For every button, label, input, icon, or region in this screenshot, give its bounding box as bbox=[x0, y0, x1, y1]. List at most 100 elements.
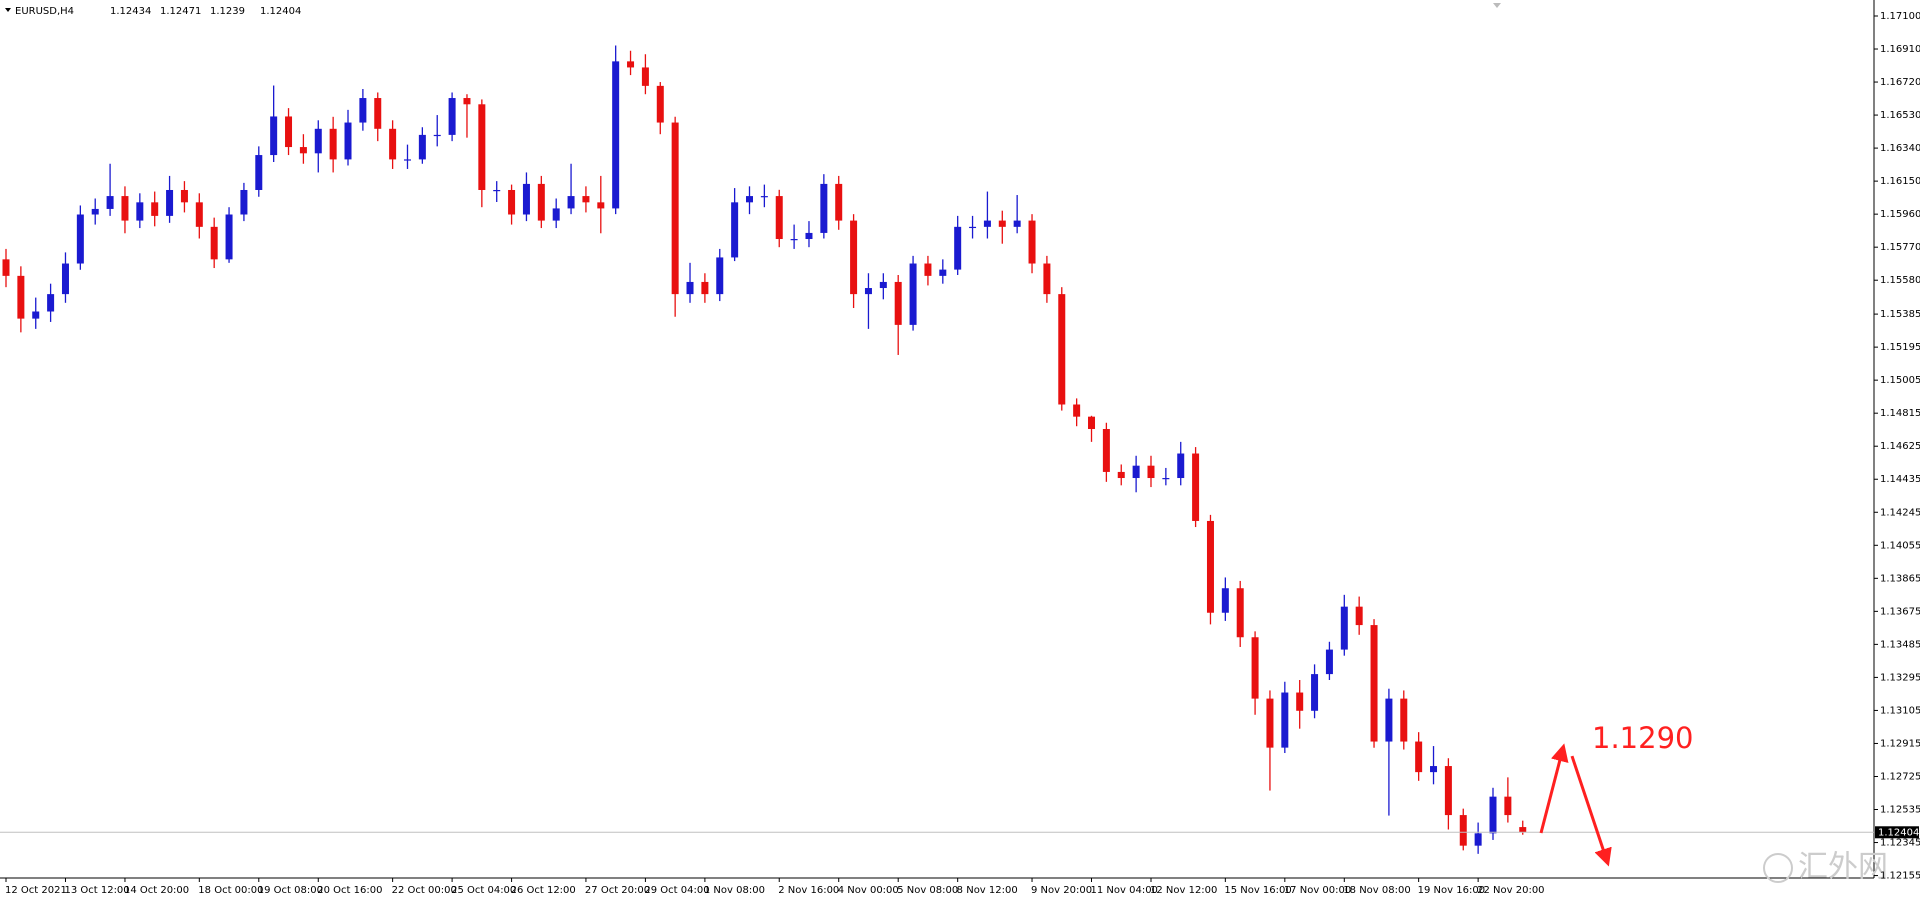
candle-body bbox=[909, 263, 917, 325]
candle-body bbox=[537, 183, 545, 221]
candle-body bbox=[1474, 833, 1482, 846]
candle-body bbox=[166, 189, 174, 216]
y-tick-label: 1.13485 bbox=[1880, 639, 1920, 650]
candle-body bbox=[403, 159, 411, 161]
candle-body bbox=[879, 281, 887, 289]
candle-body bbox=[1281, 692, 1289, 748]
candle-body bbox=[17, 275, 25, 319]
y-tick-label: 1.14435 bbox=[1880, 474, 1920, 485]
candle-body bbox=[106, 196, 114, 209]
candle-body bbox=[1132, 465, 1140, 479]
y-tick-label: 1.17100 bbox=[1880, 11, 1920, 22]
candle-body bbox=[1192, 453, 1200, 521]
y-tick-label: 1.15770 bbox=[1880, 242, 1920, 253]
candle-body bbox=[225, 214, 233, 260]
candle-body bbox=[314, 128, 322, 154]
y-tick-label: 1.16150 bbox=[1880, 176, 1920, 187]
candle-body bbox=[701, 281, 709, 295]
candle-body bbox=[612, 61, 620, 209]
candle-body bbox=[1296, 692, 1304, 711]
y-tick-label: 1.16340 bbox=[1880, 143, 1920, 154]
candle-body bbox=[180, 189, 188, 203]
candle-body bbox=[864, 288, 872, 295]
candle-body bbox=[1058, 294, 1066, 405]
candle-body bbox=[1117, 471, 1125, 479]
candle-body bbox=[716, 257, 724, 295]
annotation-arrow-up bbox=[1539, 743, 1569, 834]
scroll-marker bbox=[1493, 3, 1501, 8]
y-tick-label: 1.15005 bbox=[1880, 375, 1920, 386]
symbol: EURUSD,H4 bbox=[15, 6, 74, 17]
candle-body bbox=[1102, 429, 1110, 472]
x-tick-label: 26 Oct 12:00 bbox=[511, 885, 576, 896]
candle-body bbox=[686, 281, 694, 295]
candle-body bbox=[1043, 263, 1051, 295]
y-tick-label: 1.15960 bbox=[1880, 209, 1920, 220]
candle-body bbox=[731, 202, 739, 258]
y-tick-label: 1.16530 bbox=[1880, 110, 1920, 121]
y-tick-label: 1.14055 bbox=[1880, 540, 1920, 551]
candle-body bbox=[1325, 649, 1333, 675]
y-tick-label: 1.12725 bbox=[1880, 771, 1920, 782]
x-tick-label: 12 Nov 12:00 bbox=[1150, 885, 1217, 896]
x-tick-label: 20 Oct 16:00 bbox=[317, 885, 382, 896]
y-tick-label: 1.12345 bbox=[1880, 838, 1920, 849]
candle-body bbox=[255, 155, 263, 190]
candle-body bbox=[1400, 698, 1408, 742]
candle-body bbox=[954, 226, 962, 270]
candle-body bbox=[1147, 465, 1155, 479]
candle-body bbox=[760, 196, 768, 198]
candles bbox=[2, 45, 1527, 854]
candle-body bbox=[1073, 404, 1081, 417]
candle-body bbox=[1459, 815, 1467, 846]
candle-body bbox=[1206, 520, 1214, 613]
candle-body bbox=[463, 98, 471, 105]
candle-body bbox=[433, 134, 441, 137]
candle-body bbox=[850, 220, 858, 295]
candle-body bbox=[998, 220, 1006, 227]
x-tick-label: 9 Nov 20:00 bbox=[1031, 885, 1092, 896]
candle-body bbox=[582, 196, 590, 203]
candle-body bbox=[522, 183, 530, 215]
header-low: 1.1239 bbox=[210, 6, 245, 17]
x-tick-label: 2 Nov 16:00 bbox=[778, 885, 839, 896]
candle-body bbox=[894, 281, 902, 325]
candle-body bbox=[478, 104, 486, 190]
candle-body bbox=[567, 196, 575, 209]
candle-body bbox=[1430, 766, 1438, 773]
candle-body bbox=[1504, 796, 1512, 816]
x-tick-label: 13 Oct 12:00 bbox=[64, 885, 129, 896]
y-tick-label: 1.12155 bbox=[1880, 871, 1920, 882]
x-tick-label: 19 Oct 08:00 bbox=[258, 885, 323, 896]
candle-body bbox=[1340, 606, 1348, 650]
candle-body bbox=[775, 196, 783, 240]
candle-body bbox=[983, 220, 991, 227]
candle-body bbox=[1489, 796, 1497, 834]
candle-body bbox=[448, 98, 456, 135]
current-price-box bbox=[1875, 826, 1919, 839]
annotation-arrow-down bbox=[1570, 755, 1612, 867]
candle-body bbox=[1355, 606, 1363, 626]
y-tick-label: 1.13295 bbox=[1880, 672, 1920, 683]
candle-body bbox=[835, 183, 843, 221]
x-tick-label: 27 Oct 20:00 bbox=[585, 885, 650, 896]
x-tick-label: 17 Nov 00:00 bbox=[1284, 885, 1351, 896]
candle-body bbox=[597, 202, 605, 209]
candle-body bbox=[389, 128, 397, 160]
x-tick-label: 12 Oct 2021 bbox=[5, 885, 67, 896]
y-tick-label: 1.14625 bbox=[1880, 441, 1920, 452]
y-tick-label: 1.14815 bbox=[1880, 408, 1920, 419]
candle-body bbox=[493, 189, 501, 192]
candle-body bbox=[136, 202, 144, 221]
y-tick-label: 1.15195 bbox=[1880, 342, 1920, 353]
y-tick-label: 1.13105 bbox=[1880, 705, 1920, 716]
candle-body bbox=[359, 98, 367, 123]
header-close: 1.12404 bbox=[260, 6, 301, 17]
candle-body bbox=[270, 116, 278, 156]
candle-body bbox=[1519, 827, 1527, 833]
candle-body bbox=[1251, 637, 1259, 699]
candle-body bbox=[746, 196, 753, 203]
header-high: 1.12471 bbox=[160, 6, 201, 17]
y-tick-label: 1.13865 bbox=[1880, 573, 1920, 584]
candle-body bbox=[329, 128, 337, 160]
